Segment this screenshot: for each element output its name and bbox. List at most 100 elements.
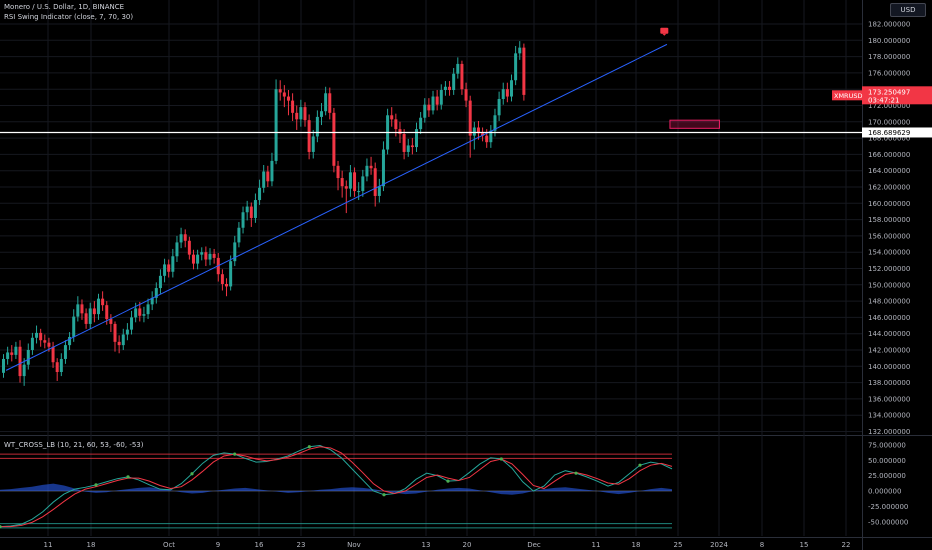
price-axis[interactable]: 182.000000 180.000000 178.000000 176.000000…	[868, 21, 910, 437]
rsi-indicator-legend[interactable]: RSI Swing Indicator (close, 7, 70, 30)	[4, 13, 134, 21]
candle-body	[30, 337, 34, 350]
candle-body	[204, 252, 208, 260]
currency-button[interactable]: USD	[890, 3, 926, 17]
candle-body	[315, 116, 319, 137]
candle-body	[163, 264, 167, 276]
time-axis[interactable]: 11 18 Oct 9 16 23 Nov 13 20 Dec 11 18 25 2024 8 15 22	[44, 541, 851, 549]
candle-body	[299, 107, 303, 120]
candle-body	[125, 329, 129, 335]
candle-body	[373, 168, 377, 196]
candle-body	[369, 165, 373, 169]
candle-body	[377, 186, 381, 196]
candle-body	[76, 304, 80, 317]
price-tick-label: 148.000000	[868, 298, 910, 306]
candle-body	[101, 298, 105, 306]
zone-box	[669, 119, 720, 129]
candle-body	[286, 96, 290, 101]
candle-body	[303, 107, 307, 121]
oscillator-tick-label: 25.000000	[868, 472, 906, 480]
oscillator-histogram	[0, 483, 672, 495]
time-tick-label: 2024	[710, 541, 728, 549]
candle-body	[249, 206, 253, 218]
time-tick-label: 20	[463, 541, 472, 549]
candle-body	[196, 254, 200, 264]
time-tick-label: 11	[592, 541, 601, 549]
candle-body	[398, 129, 402, 135]
swing-marker-pointer	[662, 33, 667, 36]
candle-body	[501, 89, 505, 99]
price-tick-label: 144.000000	[868, 330, 910, 338]
candle-body	[220, 274, 224, 284]
price-tick-label: 182.000000	[868, 21, 910, 29]
cross-marker	[233, 452, 237, 456]
candle-body	[336, 165, 340, 179]
candle-body	[278, 89, 282, 93]
candle-body	[43, 340, 47, 343]
candle-body	[365, 165, 369, 177]
candle-body	[394, 119, 398, 130]
candle-body	[229, 261, 233, 287]
candle-body	[509, 80, 513, 97]
wt-cross-indicator-legend[interactable]: WT_CROSS_LB (10, 21, 60, 53, -60, -53)	[4, 441, 144, 449]
candle-body	[410, 145, 414, 148]
time-tick-label: 25	[674, 541, 683, 549]
price-tick-label: 164.000000	[868, 167, 910, 175]
time-tick-label: 9	[216, 541, 220, 549]
candle-body	[92, 308, 96, 315]
candle-body	[18, 346, 22, 377]
candle-body	[390, 115, 394, 120]
symbol-title: Monero / U.S. Dollar, 1D, BINANCE	[4, 3, 125, 11]
candle-body	[481, 133, 485, 136]
price-tick-label: 158.000000	[868, 216, 910, 224]
oscillator-axis[interactable]: 75.000000 50.000000 25.000000 0.000000 -25.0…	[868, 441, 908, 526]
price-tick-label: 168.000000	[868, 135, 910, 143]
symbol-tag-label: XMRUSD	[834, 92, 862, 100]
cross-marker	[0, 525, 2, 529]
cross-marker	[638, 463, 642, 467]
candle-body	[489, 130, 493, 143]
horizontal-line-price-tag	[862, 127, 932, 138]
time-tick-label: Dec	[527, 541, 541, 549]
price-tick-label: 172.000000	[868, 102, 910, 110]
candle-body	[266, 171, 270, 182]
candle-body	[452, 73, 456, 91]
candle-body	[493, 115, 497, 131]
candle-body	[237, 227, 241, 243]
candle-body	[39, 332, 43, 341]
last-price-tag	[862, 86, 932, 105]
candle-body	[423, 104, 427, 118]
candle-body	[117, 341, 121, 346]
candle-body	[344, 186, 348, 189]
candle-body	[253, 200, 257, 218]
candle-body	[26, 350, 30, 365]
candle-body	[431, 96, 435, 111]
price-tick-label: 162.000000	[868, 184, 910, 192]
candle-body	[200, 252, 204, 255]
trendline	[5, 43, 668, 371]
candle-body	[138, 308, 142, 316]
candle-body	[183, 234, 187, 241]
candle-body	[47, 342, 51, 347]
time-tick-label: 15	[800, 541, 809, 549]
candle-body	[55, 362, 59, 373]
candle-body	[518, 47, 522, 54]
candle-body	[68, 336, 72, 346]
price-tick-label: 146.000000	[868, 314, 910, 322]
candle-body	[348, 172, 352, 189]
candle-body	[35, 332, 39, 338]
horizontal-line-price-value: 168.689629	[868, 129, 910, 137]
candle-body	[225, 283, 229, 287]
symbol-tag	[832, 90, 862, 101]
candle-body	[274, 89, 278, 161]
candle-body	[270, 160, 274, 182]
candle-body	[241, 212, 245, 228]
candle-body	[402, 134, 406, 152]
trendline-layer[interactable]	[5, 43, 668, 371]
candle-body	[212, 253, 216, 258]
candle-body	[307, 120, 311, 152]
zone-box-layer	[669, 119, 720, 129]
candle-body	[485, 135, 489, 143]
time-tick-label: 18	[632, 541, 641, 549]
